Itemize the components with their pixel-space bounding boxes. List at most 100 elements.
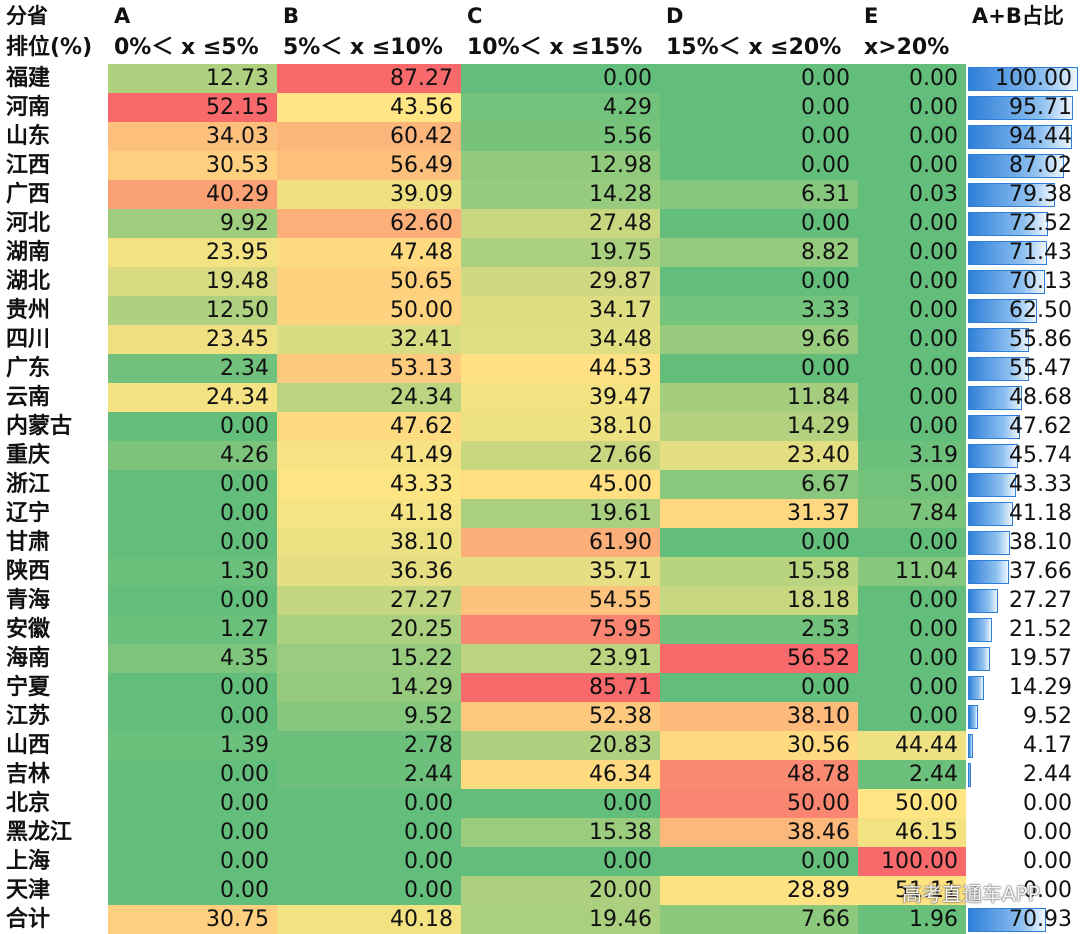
ab-share-value: 38.10 (1009, 530, 1072, 555)
ab-share-cell: 72.52 (966, 209, 1080, 238)
province-label: 广西 (0, 180, 108, 209)
header-row1-b: B (283, 4, 300, 28)
heat-cell-e: 0.00 (858, 64, 966, 93)
province-label: 宁夏 (0, 673, 108, 702)
province-label: 福建 (0, 64, 108, 93)
heat-cell-b: 0.00 (277, 789, 461, 818)
heat-cell-a: 52.15 (108, 93, 277, 122)
heat-cell-e: 51.11 (858, 876, 966, 905)
heat-cell-c: 14.28 (461, 180, 660, 209)
header-row2-a: 0%＜ x ≤5% (114, 35, 259, 60)
heat-cell-d: 11.84 (660, 383, 858, 412)
ab-share-cell: 94.44 (966, 122, 1080, 151)
province-label: 山西 (0, 731, 108, 760)
ab-share-value: 70.13 (1009, 269, 1072, 294)
heat-cell-e: 0.00 (858, 238, 966, 267)
heat-cell-b: 47.62 (277, 412, 461, 441)
header-row1-c: C (467, 4, 483, 28)
ab-share-cell: 37.66 (966, 557, 1080, 586)
ab-share-cell: 48.68 (966, 383, 1080, 412)
heat-cell-e: 0.00 (858, 151, 966, 180)
ab-share-bar (968, 386, 1022, 410)
ab-share-cell: 2.44 (966, 760, 1080, 789)
ab-share-value: 0.00 (1023, 820, 1072, 845)
heat-cell-e: 0.00 (858, 267, 966, 296)
province-label: 合计 (0, 905, 108, 934)
heat-cell-b: 41.18 (277, 499, 461, 528)
heat-cell-e: 3.19 (858, 441, 966, 470)
province-label: 陕西 (0, 557, 108, 586)
ab-share-bar (968, 705, 978, 729)
heat-cell-a: 9.92 (108, 209, 277, 238)
ab-share-cell: 47.62 (966, 412, 1080, 441)
heat-cell-a: 0.00 (108, 789, 277, 818)
heat-cell-c: 27.66 (461, 441, 660, 470)
ab-share-cell: 70.13 (966, 267, 1080, 296)
province-label: 山东 (0, 122, 108, 151)
heat-cell-e: 0.00 (858, 615, 966, 644)
ab-share-value: 95.71 (1009, 95, 1072, 120)
ab-share-bar (968, 299, 1037, 323)
heat-cell-e: 0.00 (858, 586, 966, 615)
province-label: 辽宁 (0, 499, 108, 528)
ab-share-bar (968, 502, 1013, 526)
heat-cell-e: 100.00 (858, 847, 966, 876)
ab-share-value: 62.50 (1009, 298, 1072, 323)
heat-cell-c: 15.38 (461, 818, 660, 847)
province-label: 内蒙古 (0, 412, 108, 441)
heat-cell-c: 85.71 (461, 673, 660, 702)
heat-cell-d: 8.82 (660, 238, 858, 267)
province-label: 江苏 (0, 702, 108, 731)
heat-cell-b: 36.36 (277, 557, 461, 586)
ab-share-cell: 0.00 (966, 847, 1080, 876)
header-row1-e: E (864, 4, 879, 28)
ab-share-value: 21.52 (1009, 617, 1072, 642)
heat-cell-d: 0.00 (660, 64, 858, 93)
heat-cell-d: 31.37 (660, 499, 858, 528)
heat-cell-e: 0.00 (858, 122, 966, 151)
province-label: 北京 (0, 789, 108, 818)
ab-share-cell: 100.00 (966, 64, 1080, 93)
ab-share-cell: 4.17 (966, 731, 1080, 760)
heat-cell-d: 18.18 (660, 586, 858, 615)
heat-cell-a: 1.27 (108, 615, 277, 644)
heat-cell-b: 24.34 (277, 383, 461, 412)
heat-cell-d: 0.00 (660, 267, 858, 296)
heat-cell-d: 38.10 (660, 702, 858, 731)
heat-cell-a: 19.48 (108, 267, 277, 296)
ab-share-cell: 0.00 (966, 876, 1080, 905)
heat-cell-a: 30.75 (108, 905, 277, 934)
heat-cell-d: 28.89 (660, 876, 858, 905)
heat-cell-a: 0.00 (108, 876, 277, 905)
heat-cell-b: 40.18 (277, 905, 461, 934)
heat-cell-e: 50.00 (858, 789, 966, 818)
ab-share-value: 19.57 (1009, 646, 1072, 671)
heat-cell-a: 1.30 (108, 557, 277, 586)
ab-share-cell: 38.10 (966, 528, 1080, 557)
heat-cell-e: 1.96 (858, 905, 966, 934)
heat-cell-d: 0.00 (660, 122, 858, 151)
ab-share-bar (968, 183, 1055, 207)
heat-cell-c: 54.55 (461, 586, 660, 615)
heat-cell-b: 14.29 (277, 673, 461, 702)
header-row1-a: A (114, 4, 131, 28)
heat-cell-e: 0.00 (858, 325, 966, 354)
heat-cell-d: 0.00 (660, 528, 858, 557)
heat-cell-c: 0.00 (461, 64, 660, 93)
heat-cell-b: 50.65 (277, 267, 461, 296)
heat-cell-c: 46.34 (461, 760, 660, 789)
heat-cell-b: 32.41 (277, 325, 461, 354)
ab-share-bar (968, 154, 1064, 178)
heat-cell-b: 2.78 (277, 731, 461, 760)
province-label: 重庆 (0, 441, 108, 470)
ab-share-value: 41.18 (1009, 501, 1072, 526)
ab-share-bar (968, 734, 973, 758)
heat-cell-d: 0.00 (660, 354, 858, 383)
ab-share-bar (968, 531, 1010, 555)
ab-share-value: 37.66 (1009, 559, 1072, 584)
ab-share-cell: 21.52 (966, 615, 1080, 644)
heat-cell-c: 0.00 (461, 789, 660, 818)
heat-cell-c: 23.91 (461, 644, 660, 673)
heat-cell-e: 11.04 (858, 557, 966, 586)
heat-cell-a: 0.00 (108, 412, 277, 441)
